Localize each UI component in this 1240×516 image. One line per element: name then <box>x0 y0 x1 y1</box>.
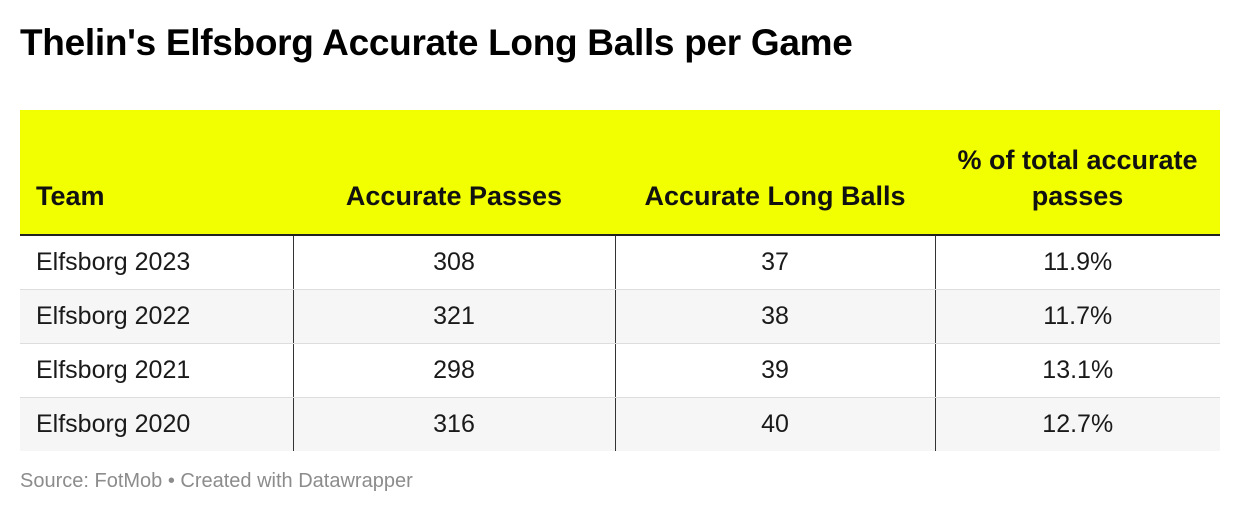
table-row: Elfsborg 2023 308 37 11.9% <box>20 235 1220 290</box>
cell-accurate-passes: 298 <box>293 343 616 398</box>
cell-accurate-long-balls: 40 <box>615 397 936 451</box>
cell-pct-of-total: 11.9% <box>935 235 1220 290</box>
cell-team: Elfsborg 2023 <box>20 235 294 290</box>
column-header-accurate-passes: Accurate Passes <box>293 110 615 236</box>
data-table: Team Accurate Passes Accurate Long Balls… <box>20 110 1220 451</box>
column-header-accurate-long-balls: Accurate Long Balls <box>615 110 935 236</box>
cell-team: Elfsborg 2021 <box>20 343 294 398</box>
cell-pct-of-total: 12.7% <box>935 397 1220 451</box>
cell-accurate-passes: 321 <box>293 289 616 344</box>
cell-accurate-passes: 316 <box>293 397 616 451</box>
table-row: Elfsborg 2021 298 39 13.1% <box>20 343 1220 398</box>
column-header-pct-of-total: % of total accurate passes <box>935 110 1220 236</box>
table-body: Elfsborg 2023 308 37 11.9% Elfsborg 2022… <box>20 235 1220 451</box>
chart-title: Thelin's Elfsborg Accurate Long Balls pe… <box>20 22 853 63</box>
cell-accurate-passes: 308 <box>293 235 616 290</box>
column-header-team: Team <box>20 110 293 236</box>
cell-pct-of-total: 11.7% <box>935 289 1220 344</box>
data-table-container: Team Accurate Passes Accurate Long Balls… <box>20 110 1220 451</box>
cell-team: Elfsborg 2020 <box>20 397 294 451</box>
table-row: Elfsborg 2022 321 38 11.7% <box>20 289 1220 344</box>
table-header: Team Accurate Passes Accurate Long Balls… <box>20 110 1220 236</box>
cell-pct-of-total: 13.1% <box>935 343 1220 398</box>
table-row: Elfsborg 2020 316 40 12.7% <box>20 397 1220 451</box>
cell-accurate-long-balls: 37 <box>615 235 936 290</box>
cell-team: Elfsborg 2022 <box>20 289 294 344</box>
cell-accurate-long-balls: 39 <box>615 343 936 398</box>
source-note: Source: FotMob • Created with Datawrappe… <box>20 470 413 492</box>
cell-accurate-long-balls: 38 <box>615 289 936 344</box>
header-row: Team Accurate Passes Accurate Long Balls… <box>20 110 1220 236</box>
